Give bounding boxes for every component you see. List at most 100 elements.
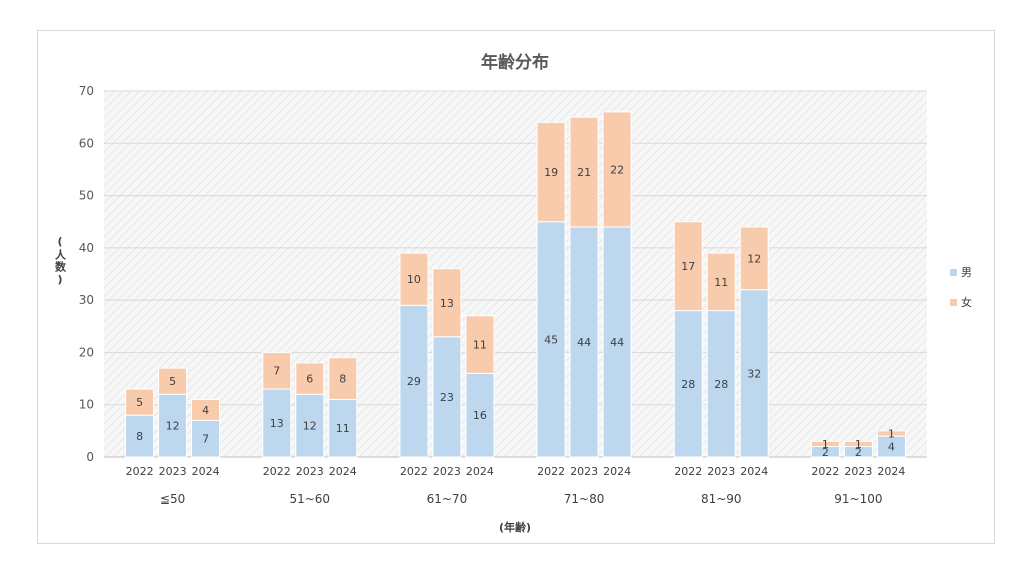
y-tick-label: 60 (79, 136, 94, 150)
data-label: 12 (747, 252, 761, 265)
bar-segment (191, 419, 221, 458)
x-tick-year-label: 2023 (707, 465, 735, 478)
bar-segment (158, 393, 188, 458)
x-group-label: 51~60 (289, 492, 330, 506)
bar-segment (465, 372, 495, 458)
x-group-label: 61~70 (427, 492, 468, 506)
legend-swatch (950, 269, 957, 276)
y-tick-label: 10 (79, 398, 94, 412)
legend-label: 女 (961, 295, 972, 309)
data-label: 28 (714, 378, 728, 391)
bar-segment (810, 440, 840, 448)
y-tick-label: 30 (79, 293, 94, 307)
y-tick-label: 0 (86, 450, 94, 464)
y-axis-title: (人数) (54, 235, 67, 287)
data-label: 8 (136, 430, 143, 443)
x-group-label: ≦50 (160, 492, 185, 506)
data-label: 32 (747, 367, 761, 380)
bar-segment (569, 116, 599, 228)
x-tick-year-label: 2022 (126, 465, 154, 478)
bar-segment (465, 315, 495, 374)
bar-segment (569, 226, 599, 458)
data-label: 44 (577, 336, 591, 349)
x-tick-year-label: 2023 (296, 465, 324, 478)
data-label: 11 (473, 339, 487, 352)
bar-segment (673, 221, 703, 312)
bar-segment (125, 388, 155, 416)
data-label: 1 (855, 438, 862, 451)
y-tick-label: 40 (79, 241, 94, 255)
data-label: 17 (681, 260, 695, 273)
data-label: 11 (336, 422, 350, 435)
bar-segment (536, 121, 566, 223)
chart-title: 年齢分布 (481, 52, 549, 73)
x-tick-year-label: 2024 (466, 465, 494, 478)
data-label: 7 (202, 433, 209, 446)
bar-segment (328, 357, 358, 400)
bar-segment (262, 351, 292, 390)
data-label: 45 (544, 333, 558, 346)
data-label: 11 (714, 276, 728, 289)
data-label: 1 (888, 427, 895, 440)
data-label: 8 (339, 373, 346, 386)
x-axis-title: (年齢) (499, 520, 531, 534)
x-tick-year-label: 2023 (159, 465, 187, 478)
data-label: 13 (270, 417, 284, 430)
x-tick-year-label: 2024 (877, 465, 905, 478)
x-tick-year-label: 2024 (329, 465, 357, 478)
bar-segment (739, 289, 769, 458)
data-label: 7 (273, 365, 280, 378)
data-label: 23 (440, 391, 454, 404)
y-tick-label: 20 (79, 345, 94, 359)
data-label: 29 (407, 375, 421, 388)
bar-segment (432, 268, 462, 338)
data-label: 13 (440, 297, 454, 310)
bar-segment (739, 226, 769, 291)
x-tick-year-label: 2022 (537, 465, 565, 478)
bar-segment (262, 388, 292, 458)
bar-segment (876, 430, 906, 437)
bar-segment (673, 310, 703, 458)
bar-segment (432, 336, 462, 458)
data-label: 12 (303, 420, 317, 433)
bar-segment (602, 111, 632, 228)
x-axis: 2022 2023 2024 ≦50 2022 2023 2024 51~60 2022 2023… (126, 465, 906, 506)
x-tick-year-label: 2022 (263, 465, 291, 478)
plot-area (104, 91, 927, 457)
data-label: 5 (136, 396, 143, 409)
data-label: 5 (169, 375, 176, 388)
data-label: 28 (681, 378, 695, 391)
data-label: 21 (577, 166, 591, 179)
bar-segment (125, 414, 155, 458)
legend-swatch (950, 299, 957, 306)
data-label: 10 (407, 273, 421, 286)
x-tick-year-label: 2023 (433, 465, 461, 478)
y-tick-label: 50 (79, 189, 94, 203)
chart-frame: 年齢分布 0 10 20 30 40 50 60 70 8 5 12 5 7 4 13 7 12 6 11 8 29 1… (37, 30, 995, 544)
x-tick-year-label: 2024 (740, 465, 768, 478)
x-group-label: 71~80 (564, 492, 605, 506)
y-axis: 0 10 20 30 40 50 60 70 (79, 84, 94, 464)
data-label: 6 (306, 373, 313, 386)
bar-segment (191, 398, 221, 421)
bar-segment (399, 304, 429, 458)
bar-segment (706, 310, 736, 458)
x-tick-year-label: 2023 (844, 465, 872, 478)
data-label: 16 (473, 409, 487, 422)
bar-segment (706, 252, 736, 312)
data-label: 12 (166, 420, 180, 433)
bar-segment (295, 362, 325, 395)
data-label: 19 (544, 166, 558, 179)
bar-segment (158, 367, 188, 395)
x-group-label: 81~90 (701, 492, 742, 506)
x-tick-year-label: 2022 (674, 465, 702, 478)
bar-segment (843, 440, 873, 448)
y-axis-title-text: (人数) (54, 235, 67, 287)
data-label: 2 (822, 446, 829, 459)
gridlines (104, 90, 927, 458)
legend: 男女 (950, 266, 972, 309)
x-tick-year-label: 2023 (570, 465, 598, 478)
legend-label: 男 (961, 266, 972, 279)
data-label: 22 (610, 163, 624, 176)
